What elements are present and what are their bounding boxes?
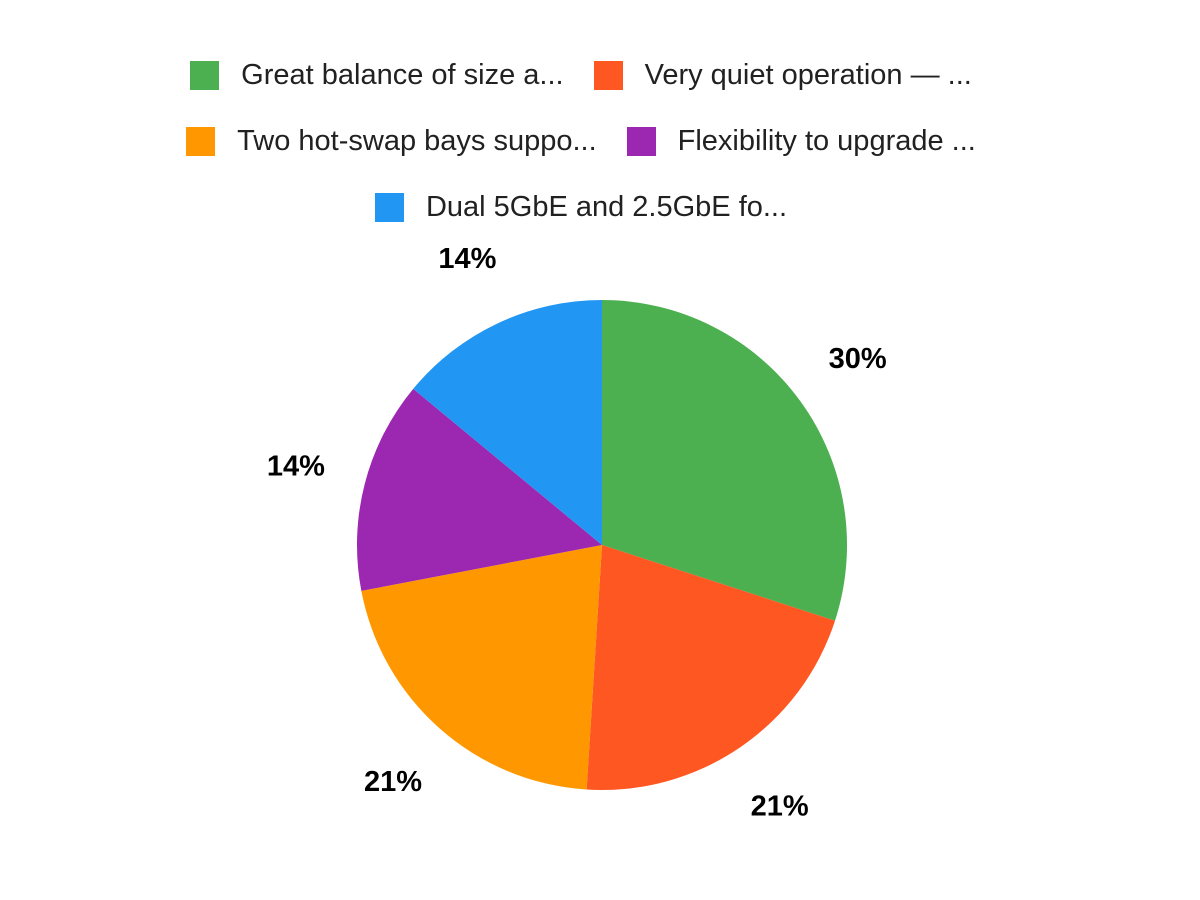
legend-item-hot-swap-bays[interactable]: Two hot-swap bays suppo... — [186, 125, 597, 157]
legend-label: Two hot-swap bays suppo... — [237, 125, 597, 157]
slice-percent-label: 14% — [267, 450, 325, 482]
pie-slice[interactable] — [586, 545, 836, 791]
legend-row-1: Great balance of size a... Very quiet op… — [0, 60, 1162, 91]
legend-row-2: Two hot-swap bays suppo... Flexibility t… — [0, 126, 1162, 157]
pie-slice[interactable] — [413, 300, 602, 545]
legend-label: Flexibility to upgrade ... — [677, 125, 976, 157]
legend-label: Great balance of size a... — [241, 59, 564, 91]
legend-item-dual-5gbe[interactable]: Dual 5GbE and 2.5GbE fo... — [374, 191, 788, 223]
slice-percent-label: 30% — [829, 343, 887, 375]
legend-item-flexibility-upgrade[interactable]: Flexibility to upgrade ... — [626, 125, 976, 157]
slice-percent-label: 21% — [364, 766, 422, 798]
pie-slice[interactable] — [602, 300, 848, 621]
legend-swatch-purple — [626, 127, 656, 156]
legend-swatch-orange — [186, 127, 216, 156]
slice-percent-label: 14% — [438, 243, 496, 275]
legend-item-very-quiet[interactable]: Very quiet operation — ... — [593, 59, 972, 91]
pie-slice[interactable] — [361, 545, 602, 790]
legend-swatch-green — [190, 61, 220, 90]
legend: Great balance of size a... Very quiet op… — [0, 60, 1162, 258]
legend-swatch-deep-orange — [593, 61, 623, 90]
legend-label: Dual 5GbE and 2.5GbE fo... — [425, 191, 788, 223]
slice-percent-label: 21% — [751, 790, 809, 822]
legend-label: Very quiet operation — ... — [644, 59, 972, 91]
legend-swatch-blue — [374, 193, 404, 222]
pie-slice[interactable] — [356, 388, 602, 591]
legend-item-great-balance[interactable]: Great balance of size a... — [190, 59, 564, 91]
legend-row-3: Dual 5GbE and 2.5GbE fo... — [0, 192, 1162, 223]
